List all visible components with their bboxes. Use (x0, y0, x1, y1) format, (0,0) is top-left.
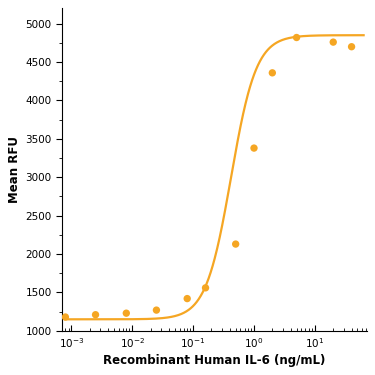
Point (232, 241, 238, 247)
Point (269, 70, 275, 76)
Point (153, 307, 159, 313)
Point (62, 314, 68, 320)
Point (330, 39, 336, 45)
Y-axis label: Mean RFU: Mean RFU (8, 136, 21, 203)
Point (93, 312, 99, 318)
Point (202, 285, 208, 291)
Point (294, 34, 300, 40)
Point (123, 310, 129, 316)
Point (184, 296, 190, 302)
Point (251, 145, 257, 151)
X-axis label: Recombinant Human IL-6 (ng/mL): Recombinant Human IL-6 (ng/mL) (103, 354, 326, 367)
Point (349, 44, 355, 50)
